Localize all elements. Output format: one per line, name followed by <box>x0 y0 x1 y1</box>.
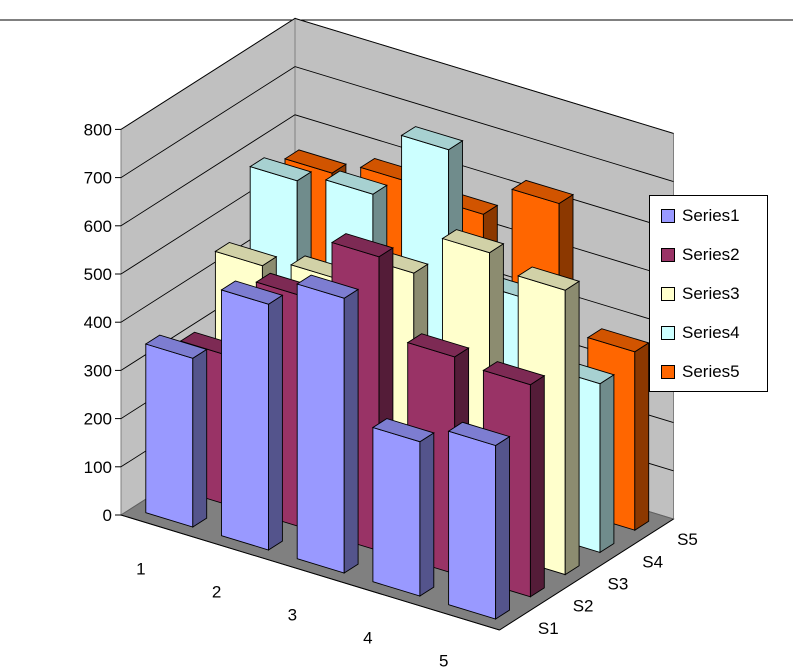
bar-series1-cat3 <box>296 274 360 574</box>
y-axis-ticks: 0 100 200 300 400 500 600 700 800 <box>84 120 121 525</box>
y-tick-label: 800 <box>84 120 112 139</box>
legend-label: Series1 <box>682 206 740 225</box>
y-tick-label: 600 <box>84 217 112 236</box>
y-tick-label: 0 <box>103 506 112 525</box>
bar-series1-cat1 <box>144 334 208 528</box>
legend-label: Series3 <box>682 284 740 303</box>
y-tick-label: 400 <box>84 313 112 332</box>
depth-tick-label: S5 <box>677 530 698 549</box>
y-tick-label: 200 <box>84 410 112 429</box>
x-axis-line <box>120 514 500 631</box>
depth-axis-line <box>499 518 674 631</box>
y-tick-label: 300 <box>84 361 112 380</box>
x-tick-label: 4 <box>363 629 372 648</box>
legend: Series1 Series2 Series3 Series4 Series5 <box>649 195 768 392</box>
bar-series1-cat5 <box>447 421 511 620</box>
y-tick-label: 500 <box>84 265 112 284</box>
legend-swatch <box>661 326 675 340</box>
depth-tick-label: S1 <box>538 619 559 638</box>
legend-item: Series1 <box>661 205 740 227</box>
legend-item: Series3 <box>661 283 740 305</box>
gridline <box>120 66 674 183</box>
legend-item: Series4 <box>661 322 740 344</box>
gridline <box>120 17 674 134</box>
x-tick-label: 1 <box>136 560 145 579</box>
depth-tick-label: S2 <box>573 597 594 616</box>
y-tick-label: 700 <box>84 169 112 188</box>
legend-label: Series5 <box>682 362 740 381</box>
y-tick-label: 100 <box>84 458 112 477</box>
x-tick-label: 5 <box>439 652 448 669</box>
bars-group <box>144 126 650 620</box>
legend-item: Series5 <box>661 361 740 383</box>
category-labels: 1 2 3 4 5 <box>120 514 500 669</box>
legend-swatch <box>661 209 675 223</box>
x-tick-label: 3 <box>288 606 297 625</box>
x-tick-label: 2 <box>212 583 221 602</box>
bar-series1-cat2 <box>220 280 284 551</box>
legend-swatch <box>661 248 675 262</box>
bar-series1-cat4 <box>371 418 435 597</box>
depth-tick-label: S4 <box>642 552 663 571</box>
legend-label: Series4 <box>682 323 740 342</box>
legend-label: Series2 <box>682 245 740 264</box>
legend-swatch <box>661 287 675 301</box>
depth-tick-label: S3 <box>608 575 629 594</box>
legend-item: Series2 <box>661 244 740 266</box>
legend-swatch <box>661 365 675 379</box>
series-axis-labels: S1 S2 S3 S4 S5 <box>499 518 698 638</box>
